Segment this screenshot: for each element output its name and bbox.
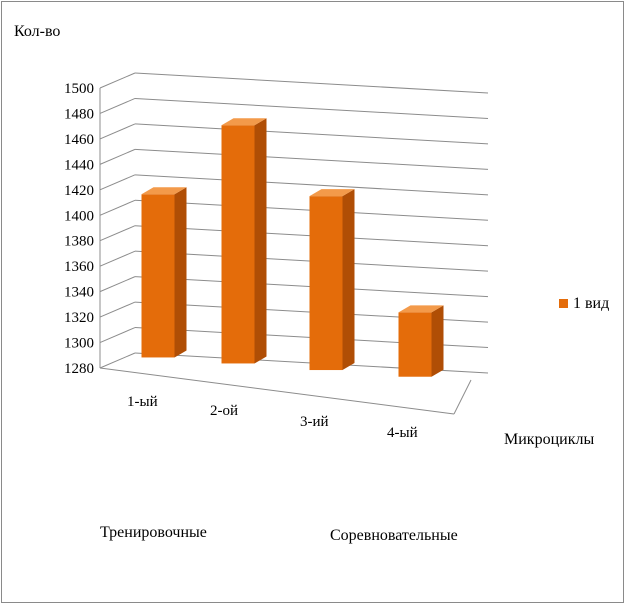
gridline-side xyxy=(99,123,136,140)
bar xyxy=(398,305,444,377)
bar xyxy=(221,118,267,364)
gridline-side xyxy=(99,97,136,114)
bar-side xyxy=(254,118,267,364)
group-label-training: Тренировочные xyxy=(100,524,207,541)
y-tick-label: 1280 xyxy=(64,361,94,377)
y-tick-label: 1440 xyxy=(64,157,94,173)
y-tick-label: 1360 xyxy=(64,259,94,275)
gridline-back xyxy=(134,123,489,145)
y-tick-label: 1420 xyxy=(64,183,94,199)
gridline-side xyxy=(99,72,136,89)
bar-front xyxy=(398,312,432,377)
bar-series xyxy=(141,118,444,377)
y-tick-label: 1480 xyxy=(64,106,94,122)
y-tick-label: 1380 xyxy=(64,234,94,250)
x-axis-label: Микроциклы xyxy=(504,431,594,448)
bar-front xyxy=(141,194,175,358)
x-axis-ticks: 1-ый 2-ой 3-ий 4-ый xyxy=(127,394,418,441)
x-tick-label: 4-ый xyxy=(387,425,418,441)
legend-swatch xyxy=(559,299,568,308)
bar-side xyxy=(431,305,444,377)
bar-front xyxy=(221,125,255,364)
group-label-competition: Соревновательные xyxy=(330,527,458,544)
legend: 1 вид xyxy=(559,295,609,312)
gridline-side xyxy=(99,327,136,344)
gridline-side xyxy=(99,174,136,191)
gridline-back xyxy=(134,174,489,196)
x-tick-label: 2-ой xyxy=(210,403,238,419)
y-tick-label: 1400 xyxy=(64,208,94,224)
gridline-side xyxy=(99,276,136,293)
y-tick-label: 1500 xyxy=(64,81,94,97)
x-tick-label: 1-ый xyxy=(127,394,158,410)
x-tick-label: 3-ий xyxy=(300,414,329,430)
gridline-side xyxy=(99,225,136,242)
gridline-side xyxy=(99,250,136,267)
y-axis-label: Кол-во xyxy=(14,23,60,40)
gridline-back xyxy=(134,148,489,170)
floor-right-edge xyxy=(453,379,472,415)
bar-front xyxy=(309,196,343,371)
gridline-side xyxy=(99,199,136,216)
gridline-side xyxy=(99,148,136,165)
bar-top xyxy=(398,305,444,313)
gridline-back xyxy=(134,97,489,119)
floor-front-edge xyxy=(99,367,455,415)
y-tick-label: 1340 xyxy=(64,285,94,301)
y-tick-label: 1460 xyxy=(64,132,94,148)
gridline-side xyxy=(99,301,136,318)
legend-label: 1 вид xyxy=(573,295,609,312)
bar-top xyxy=(221,118,267,126)
bar-side xyxy=(174,187,187,358)
y-tick-label: 1320 xyxy=(64,310,94,326)
bar xyxy=(309,189,355,371)
bar-top xyxy=(141,187,187,195)
gridline-side xyxy=(99,352,136,369)
bar-top xyxy=(309,189,355,197)
bar xyxy=(141,187,187,358)
bar-side xyxy=(342,189,355,371)
gridline-back xyxy=(134,72,489,94)
y-tick-label: 1300 xyxy=(64,336,94,352)
y-axis-ticks: 1500 1480 1460 1440 1420 1400 1380 1360 1340 1320… xyxy=(64,81,94,377)
